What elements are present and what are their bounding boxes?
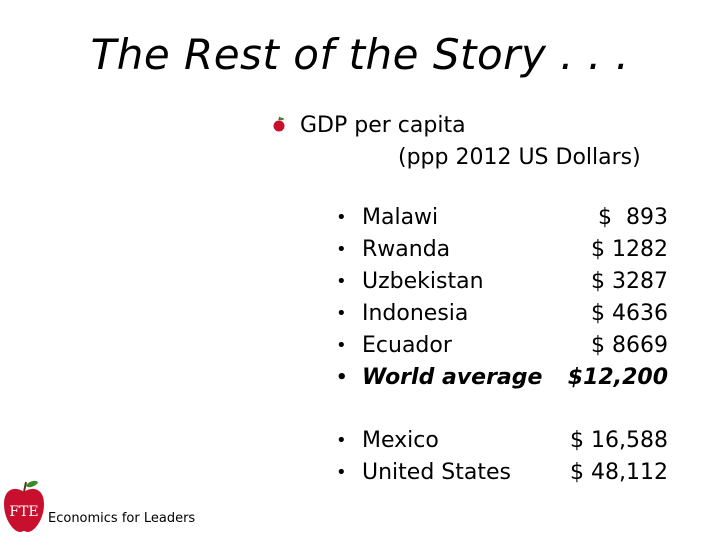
bullet-dot: • (336, 239, 347, 260)
logo-text: FTE (9, 504, 38, 520)
gdp-list-high: • Mexico $ 16,588 • United States $ 48,1… (336, 425, 668, 489)
gdp-value: $ 16,588 (570, 428, 668, 453)
country-name: United States (362, 460, 511, 485)
list-item: • Uzbekistan $ 3287 (336, 266, 668, 298)
gdp-heading: GDP per capita (300, 113, 466, 138)
gdp-subheading: (ppp 2012 US Dollars) (398, 145, 641, 170)
list-item: • Indonesia $ 4636 (336, 298, 668, 330)
gdp-value: $ 48,112 (570, 460, 668, 485)
footer-text: Economics for Leaders (48, 511, 196, 526)
list-item: • Ecuador $ 8669 (336, 330, 668, 362)
country-name: Uzbekistan (362, 269, 484, 294)
country-name: Rwanda (362, 237, 451, 262)
gdp-value: $ 4636 (591, 301, 668, 326)
bullet-dot: • (336, 207, 347, 228)
country-name: Mexico (362, 428, 439, 453)
gdp-value: $ 893 (598, 205, 668, 230)
list-item-world-average: • World average $12,200 (336, 362, 668, 394)
country-name: World average (362, 365, 543, 390)
country-name: Ecuador (362, 333, 452, 358)
country-name: Malawi (362, 205, 439, 230)
slide-title: The Rest of the Story . . . (90, 30, 630, 79)
apple-bullet-icon (273, 116, 285, 132)
bullet-dot: • (336, 303, 347, 324)
bullet-dot: • (336, 367, 348, 388)
gdp-list-low: • Malawi $ 893 • Rwanda $ 1282 • Uzbekis… (336, 202, 668, 394)
list-item: • Mexico $ 16,588 (336, 425, 668, 457)
bullet-dot: • (336, 335, 347, 356)
gdp-value: $12,200 (567, 365, 668, 390)
fte-apple-logo: FTE (4, 480, 44, 532)
bullet-dot: • (336, 271, 347, 292)
list-item: • Rwanda $ 1282 (336, 234, 668, 266)
gdp-value: $ 3287 (591, 269, 668, 294)
list-item: • United States $ 48,112 (336, 457, 668, 489)
bullet-dot: • (336, 430, 347, 451)
gdp-value: $ 8669 (591, 333, 668, 358)
gdp-value: $ 1282 (591, 237, 668, 262)
bullet-dot: • (336, 462, 347, 483)
list-item: • Malawi $ 893 (336, 202, 668, 234)
country-name: Indonesia (362, 301, 469, 326)
